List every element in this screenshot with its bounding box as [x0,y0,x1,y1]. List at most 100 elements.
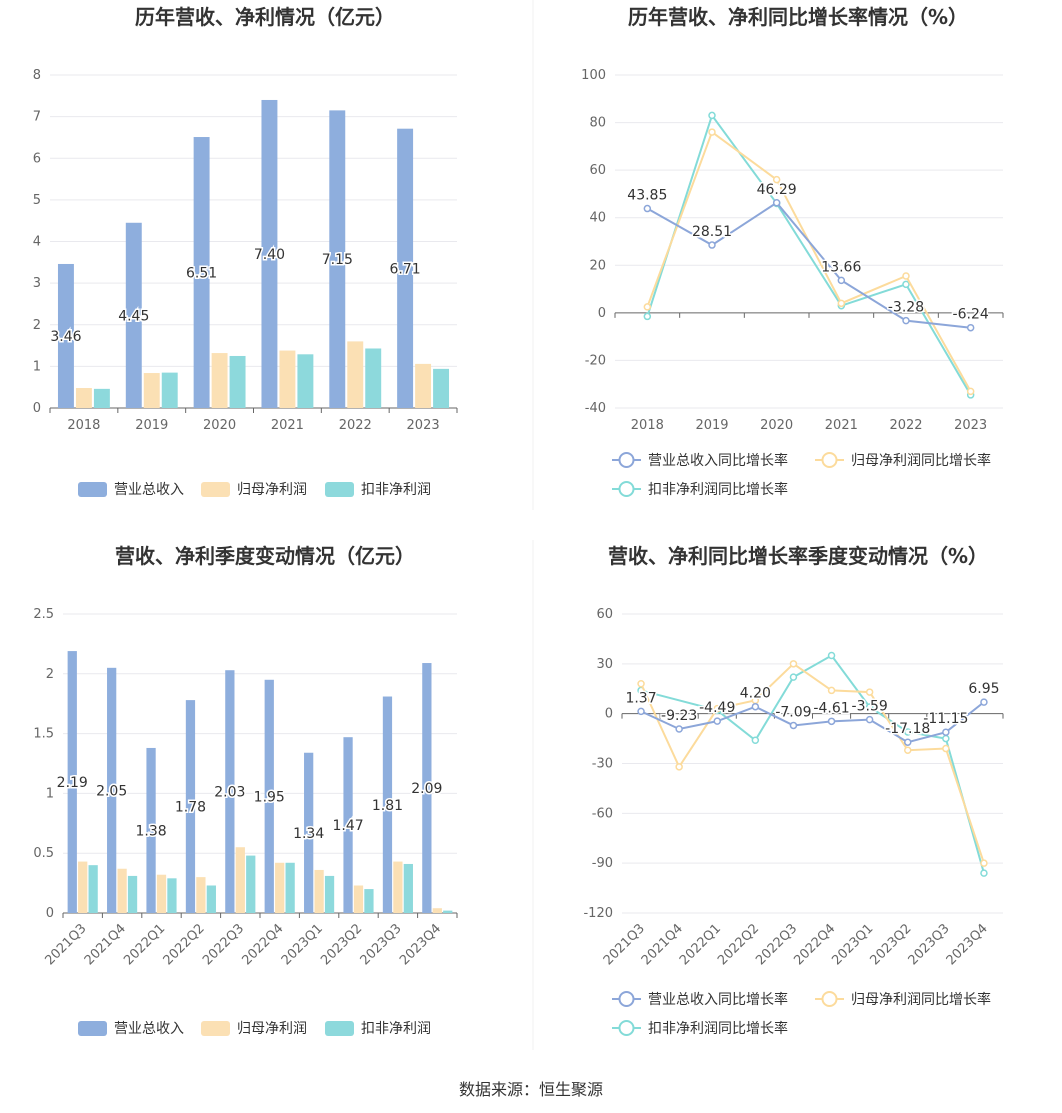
bar-deducted-profit [433,368,450,408]
y-tick-label: -120 [583,906,613,921]
point-deducted-profit-line [902,280,910,289]
bar-revenue [185,700,196,913]
x-tick-label: 2022Q4 [791,921,838,968]
y-tick-label: 2.5 [33,607,54,622]
bar-net-profit [393,861,403,913]
legend-label: 归母净利润 [237,1020,307,1037]
x-tick-label: 2020 [760,418,793,433]
legend-label: 扣非净利润 [361,482,431,498]
y-tick-label: -60 [592,806,613,821]
point-net-profit-line [708,128,716,136]
bar-net-profit [117,868,127,913]
y-tick-label: 60 [589,163,606,178]
legend-marker [618,481,635,497]
bar-data-label: 7.40 [254,247,285,263]
point-deducted-profit-line [942,734,950,743]
bar-deducted-profit [88,865,98,913]
chart-title: 历年营收、净利情况（亿元） [135,5,395,29]
point-net-profit-line [980,859,988,867]
x-tick-label: 2023Q3 [358,921,405,968]
point-net-profit-line [827,686,836,695]
x-tick-label: 2020 [203,418,236,433]
point-revenue-line [708,241,716,249]
bar-revenue [397,128,414,409]
bar-deducted-profit [443,910,453,913]
legend-label: 归母净利润 [237,481,307,498]
bar-data-label: 1.81 [372,798,403,814]
y-tick-label: -20 [585,353,606,368]
legend-item-deducted-profit: 扣非净利润 [325,1021,431,1037]
x-tick-label: 2019 [695,418,728,433]
bar-net-profit [432,908,442,913]
bar-deducted-profit [229,355,246,408]
bar-deducted-profit [285,862,295,913]
x-tick-label: 2023Q1 [279,921,326,968]
bar-data-label: 7.15 [322,252,353,268]
line-data-label: -4.49 [699,700,735,716]
point-deducted-profit-line [643,312,652,321]
point-net-profit-line [942,744,950,753]
series-line-deducted-profit-line [640,654,985,874]
y-tick-label: 40 [589,211,606,226]
y-tick-label: 2 [33,318,41,333]
legend-label: 营业总收入同比增长率 [648,991,788,1008]
bar-net-profit [275,862,285,913]
legend-swatch [78,482,107,497]
bar-data-label: 1.34 [293,826,324,842]
bar-data-label: 2.03 [214,785,245,801]
bar-net-profit [156,874,167,913]
legend-item-deducted-profit-line: 扣非净利润同比增长率 [612,481,788,498]
x-tick-label: 2021Q3 [601,921,648,968]
y-tick-label: 3 [33,276,41,291]
bar-deducted-profit [403,863,413,913]
bar-deducted-profit [161,372,178,408]
legend-item-revenue: 营业总收入 [78,1021,184,1037]
legend-marker [821,452,838,468]
y-tick-label: 5 [33,193,41,208]
y-tick-label: 60 [596,607,613,622]
bar-revenue [67,651,77,913]
legend-label: 营业总收入同比增长率 [648,452,788,469]
legend-label: 营业总收入 [114,482,184,498]
line-data-label: -3.59 [852,699,888,715]
x-tick-label: 2022Q3 [753,921,800,968]
x-tick-label: 2019 [135,418,168,433]
bar-deducted-profit [93,388,110,408]
data-source-note: 数据来源：恒生聚源 [459,1080,603,1099]
line-data-label: 4.20 [740,686,771,702]
bar-net-profit [235,847,245,913]
legend-swatch [325,482,354,497]
bar-data-label: 1.38 [135,823,166,839]
x-tick-label: 2023 [407,418,440,433]
x-tick-label: 2023Q3 [906,921,953,968]
y-tick-label: -30 [592,757,613,772]
bar-net-profit [196,877,206,913]
series-line-net-profit-line [646,130,972,392]
y-tick-label: 30 [596,657,613,672]
legend-marker [618,1020,635,1036]
line-data-label: -9.23 [661,708,697,724]
legend-label: 扣非净利润 [361,1021,431,1037]
y-tick-label: 1 [46,786,54,801]
bar-revenue [225,670,235,913]
legend-marker [618,991,635,1007]
legend-label: 营业总收入 [114,1021,184,1037]
x-tick-label: 2023Q4 [397,921,444,968]
point-deducted-profit-line [980,869,988,877]
y-tick-label: -90 [592,856,613,871]
bar-data-label: 4.45 [118,308,149,324]
point-revenue-line [837,276,846,285]
bar-data-label: 1.78 [175,800,206,816]
point-revenue-line [980,698,988,706]
series-line-revenue-line [640,701,985,744]
point-deducted-profit-line [708,111,716,120]
point-revenue-line [942,728,950,736]
bar-revenue [125,222,142,408]
point-deducted-profit-line [827,651,836,660]
bar-net-profit [347,341,364,408]
point-net-profit-line [637,680,645,688]
line-data-label: 6.95 [968,681,999,697]
bar-data-label: 1.47 [332,818,363,834]
y-tick-label: 0 [33,401,41,416]
x-tick-label: 2023 [954,418,987,433]
